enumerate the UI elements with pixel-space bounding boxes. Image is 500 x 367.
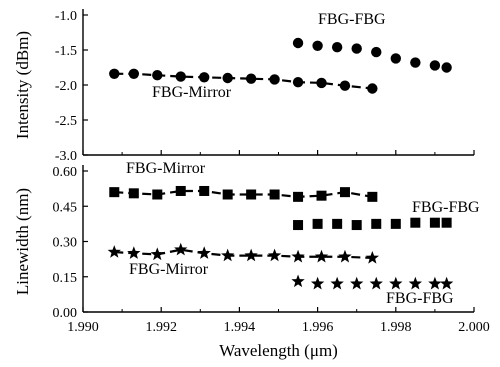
linewidth-data-point — [367, 191, 378, 202]
intensity-y-tick-label: -1.5 — [55, 44, 77, 59]
linewidth-data-point — [310, 276, 325, 290]
linewidth-data-point — [109, 187, 120, 198]
linewidth-data-point — [269, 189, 280, 200]
intensity-y-tick-label: -1.0 — [55, 9, 77, 24]
x-axis-title: Wavelength (μm) — [219, 341, 338, 360]
linewidth-series-1 — [293, 217, 452, 231]
linewidth-data-point — [350, 276, 364, 290]
linewidth-data-point — [312, 218, 323, 229]
linewidth-data-point — [365, 250, 379, 264]
intensity-data-point — [292, 37, 304, 49]
linewidth-data-point — [246, 189, 257, 200]
x-tick-label: 1.990 — [67, 320, 99, 335]
intensity-data-point — [390, 53, 401, 64]
linewidth-data-point — [293, 220, 304, 231]
intensity-y-tick-label: -3.0 — [55, 149, 77, 164]
linewidth-data-point — [338, 249, 352, 263]
intensity-data-point — [371, 46, 382, 58]
linewidth-data-point — [428, 276, 442, 290]
linewidth-data-point — [439, 276, 454, 290]
linewidth-y-tick-label: 0.60 — [53, 165, 78, 180]
linewidth-data-point — [314, 249, 329, 263]
linewidth-data-point — [293, 191, 304, 202]
linewidth-y-tick-label: 0.15 — [53, 271, 78, 286]
intensity-series-1 — [109, 68, 378, 94]
linewidth-data-point — [128, 188, 139, 199]
linewidth-y-axis-title: Linewidth (nm) — [13, 188, 32, 295]
linewidth-data-point — [332, 218, 343, 229]
linewidth-data-point — [127, 246, 141, 259]
linewidth-data-point — [351, 220, 362, 231]
intensity-data-point — [331, 42, 343, 53]
linewidth-data-point — [221, 248, 235, 262]
x-tick-label: 1.992 — [145, 320, 177, 335]
linewidth-data-point — [291, 249, 305, 263]
intensity-series-annotation: FBG-Mirror — [152, 84, 232, 101]
x-tick-label: 2.000 — [458, 320, 490, 335]
intensity-data-point — [367, 83, 378, 94]
intensity-series-0 — [292, 37, 452, 73]
linewidth-data-point — [291, 274, 305, 288]
linewidth-data-point — [330, 276, 344, 290]
linewidth-data-point — [429, 217, 440, 228]
linewidth-data-point — [199, 185, 210, 196]
intensity-data-point — [199, 72, 210, 83]
intensity-data-point — [128, 68, 140, 80]
linewidth-data-point — [197, 246, 211, 259]
linewidth-data-point — [410, 217, 421, 228]
intensity-panel: -1.0 -1.5 -2.0 -2.5 -3.0 Intensity (dBm) FBG-F… — [13, 9, 475, 164]
linewidth-data-point — [369, 276, 383, 290]
linewidth-series-3 — [291, 274, 454, 290]
intensity-data-point — [351, 43, 362, 54]
linewidth-panel: 0.00 0.15 0.30 0.45 0.60 1.990 1.992 1.994 1.996… — [13, 160, 490, 360]
intensity-data-point — [316, 77, 327, 89]
intensity-y-tick-label: -2.0 — [55, 79, 77, 94]
intensity-data-point — [410, 57, 421, 68]
intensity-data-point — [269, 74, 280, 85]
linewidth-data-point — [390, 218, 401, 229]
linewidth-data-point — [150, 247, 164, 261]
intensity-data-point — [109, 68, 120, 80]
intensity-series-annotation: FBG-FBG — [318, 11, 386, 28]
linewidth-data-point — [244, 248, 258, 262]
intensity-data-point — [245, 73, 257, 84]
x-tick-label: 1.998 — [380, 320, 412, 335]
linewidth-series-annotation: FBG-Mirror — [126, 160, 206, 177]
intensity-y-axis-title: Intensity (dBm) — [13, 31, 32, 139]
linewidth-data-point — [174, 242, 188, 256]
linewidth-data-point — [441, 217, 452, 228]
linewidth-series-0 — [109, 185, 378, 202]
linewidth-series-2 — [107, 242, 379, 264]
intensity-data-point — [152, 70, 163, 81]
linewidth-data-point — [408, 276, 423, 290]
linewidth-series-annotation: FBG-FBG — [412, 199, 480, 216]
linewidth-data-point — [107, 245, 121, 258]
linewidth-data-point — [175, 185, 186, 196]
x-tick-label: 1.996 — [302, 320, 334, 335]
linewidth-y-tick-label: 0.45 — [53, 200, 78, 215]
linewidth-data-point — [371, 218, 382, 229]
linewidth-series-annotation: FBG-FBG — [386, 290, 454, 307]
intensity-data-point — [175, 71, 186, 82]
linewidth-data-point — [389, 276, 403, 290]
intensity-data-point — [429, 60, 441, 71]
linewidth-series-annotation: FBG-Mirror — [129, 261, 209, 278]
linewidth-data-point — [267, 248, 282, 262]
intensity-data-point — [292, 77, 304, 88]
linewidth-data-point — [152, 189, 163, 200]
intensity-data-point — [441, 62, 452, 73]
intensity-data-point — [312, 40, 323, 51]
linewidth-y-tick-label: 0.00 — [53, 306, 78, 321]
linewidth-data-point — [222, 189, 233, 200]
intensity-data-point — [339, 80, 351, 91]
intensity-y-tick-label: -2.5 — [55, 114, 77, 129]
linewidth-y-tick-label: 0.30 — [53, 236, 78, 251]
x-tick-label: 1.994 — [224, 320, 256, 335]
linewidth-data-point — [339, 187, 350, 198]
intensity-data-point — [222, 72, 233, 84]
linewidth-data-point — [316, 190, 327, 201]
